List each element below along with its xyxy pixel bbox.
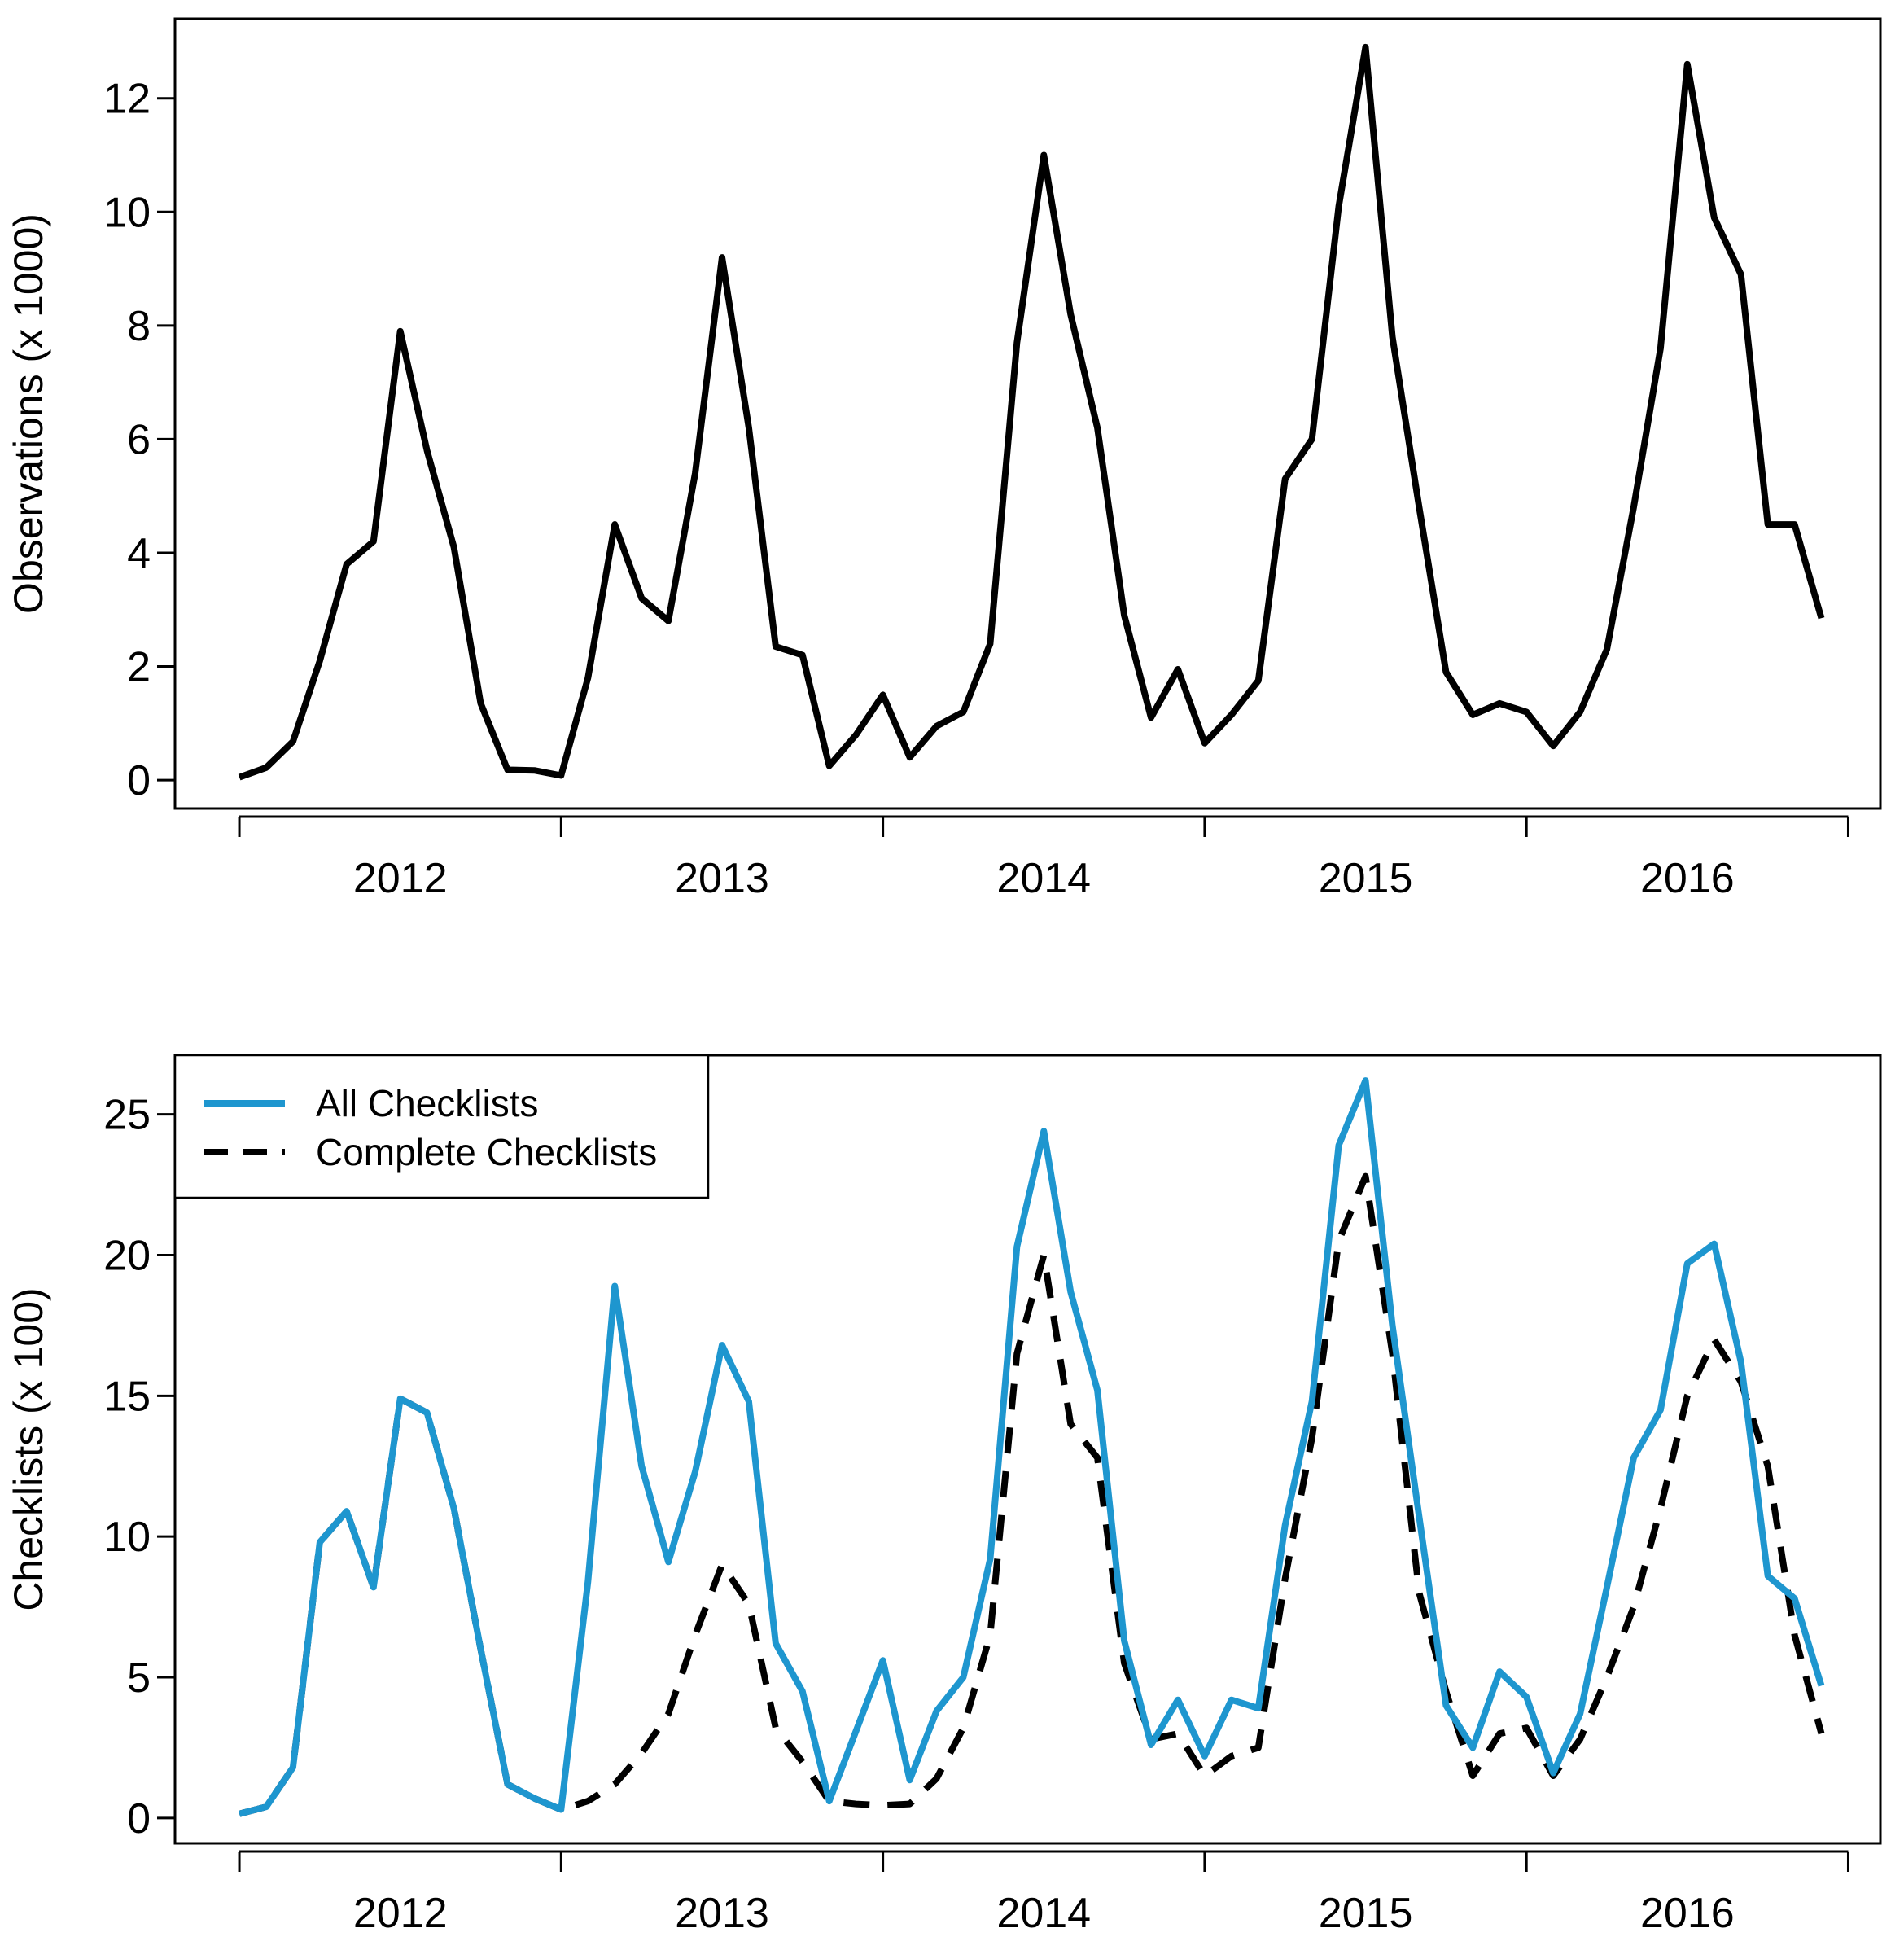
checklists-x-tick-label: 2014 <box>996 1890 1091 1937</box>
observations-y-tick-label: 6 <box>127 416 151 463</box>
observations-x-tick-label: 2012 <box>353 855 448 902</box>
observations-panel: Observations (x 1000) 0 2 4 6 8 10 12 2012 2013… <box>6 17 1882 902</box>
checklists-y-tick-label: 0 <box>127 1795 151 1843</box>
legend-label-complete-checklists: Complete Checklists <box>316 1131 657 1173</box>
checklists-series-layer <box>239 1077 1825 1817</box>
checklists-y-tick-label: 15 <box>103 1373 151 1420</box>
checklists-x-tick-label: 2013 <box>675 1890 769 1937</box>
checklists-y-tick-label: 5 <box>127 1654 151 1702</box>
legend-label-all-checklists: All Checklists <box>316 1082 539 1124</box>
observations-x-axis: 2012 2013 2014 2015 2016 <box>238 815 1849 902</box>
checklists-x-tick-label: 2012 <box>353 1890 448 1937</box>
legend: All Checklists Complete Checklists <box>173 1054 710 1199</box>
observations-plot-frame <box>173 17 1882 810</box>
checklists-y-axis-title: Checklists (x 100) <box>6 1287 51 1611</box>
observations-y-axis: Observations (x 1000) 0 2 4 6 8 10 12 <box>6 76 175 804</box>
observations-y-tick-label: 12 <box>103 76 151 123</box>
legend-box <box>173 1054 710 1199</box>
observations-x-tick-label: 2013 <box>675 855 769 902</box>
observations-x-tick-label: 2014 <box>996 855 1091 902</box>
observations-x-tick-label: 2015 <box>1319 855 1413 902</box>
observations-series-layer <box>238 43 1825 781</box>
checklists-series-all-checklists <box>239 1077 1825 1817</box>
checklists-y-tick-label: 25 <box>103 1092 151 1139</box>
checklists-y-tick-label: 20 <box>103 1232 151 1279</box>
observations-y-tick-label: 8 <box>127 303 151 350</box>
checklists-y-tick-label: 10 <box>103 1514 151 1561</box>
observations-x-tick-label: 2016 <box>1640 855 1735 902</box>
observations-series-observations <box>238 43 1825 781</box>
observations-y-tick-label: 4 <box>127 530 151 577</box>
checklists-x-tick-label: 2015 <box>1319 1890 1413 1937</box>
checklists-y-axis: Checklists (x 100) 0 5 10 15 20 25 <box>6 1092 175 1843</box>
observations-y-axis-title: Observations (x 1000) <box>6 213 51 614</box>
checklists-plot-frame <box>173 1054 1882 1845</box>
observations-y-tick-label: 2 <box>127 644 151 691</box>
observations-y-tick-label: 0 <box>127 757 151 804</box>
checklists-x-tick-label: 2016 <box>1640 1890 1735 1937</box>
checklists-x-axis: 2012 2013 2014 2015 2016 <box>238 1850 1849 1937</box>
observations-y-tick-label: 10 <box>103 189 151 236</box>
